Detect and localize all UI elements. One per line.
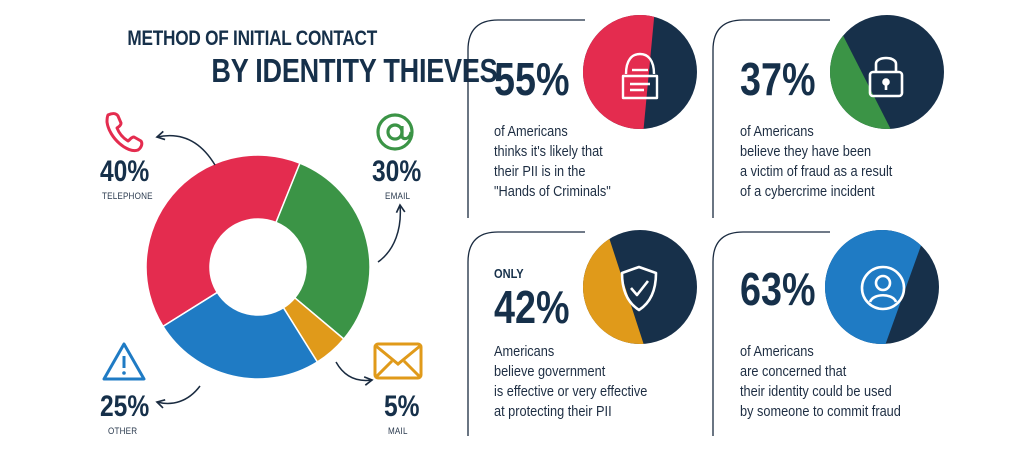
card3-prefix: ONLY: [494, 266, 524, 281]
card-frame-3: [467, 231, 585, 436]
card3-text: Americans believe government is effectiv…: [494, 343, 648, 420]
card2-circle-fill: [830, 35, 891, 129]
other-percent: 25%: [100, 390, 150, 423]
warning-icon: [102, 342, 146, 381]
chart-title-line2: BY IDENTITY THIEVES: [211, 52, 498, 89]
donut-slice-email: [275, 162, 371, 341]
card4-text: of Americans are concerned that their id…: [740, 343, 901, 420]
envelope-icon: [373, 342, 423, 380]
arrow-telephone: [155, 130, 216, 166]
telephone-percent: 40%: [100, 155, 150, 188]
padlock-icon: [868, 56, 904, 98]
card4-circle-fill: [825, 229, 922, 344]
mail-percent: 5%: [384, 390, 420, 423]
card-frame-4: [712, 231, 830, 436]
card1-percent: 55%: [494, 53, 570, 105]
arrow-mail: [335, 361, 374, 386]
donut-slice-other: [161, 291, 319, 380]
phone-icon: [105, 112, 144, 153]
card3-circle-fill: [583, 238, 644, 344]
user-icon: [860, 265, 906, 311]
at-sign-icon: [376, 113, 414, 151]
hacker-icon: [621, 52, 659, 100]
chart-title-line1: METHOD OF INITIAL CONTACT: [127, 27, 377, 50]
card-frame-2: [712, 19, 830, 218]
card1-text: of Americans thinks it's likely that the…: [494, 123, 611, 200]
other-label: OTHER: [108, 426, 138, 436]
card2-text: of Americans believe they have been a vi…: [740, 123, 893, 200]
card1-circle-fill: [583, 14, 655, 129]
card3-percent: 42%: [494, 281, 570, 333]
email-label: EMAIL: [385, 191, 411, 201]
mail-label: MAIL: [388, 426, 408, 436]
card-frame-1: [467, 19, 585, 218]
arrow-email: [377, 203, 406, 263]
donut-slice-telephone: [145, 154, 301, 328]
card2-percent: 37%: [740, 53, 816, 105]
telephone-label: TELEPHONE: [102, 191, 153, 201]
email-percent: 30%: [372, 155, 422, 188]
shield-check-icon: [620, 265, 658, 312]
donut-chart: [145, 154, 371, 380]
card4-percent: 63%: [740, 263, 816, 315]
arrow-other: [155, 385, 201, 409]
